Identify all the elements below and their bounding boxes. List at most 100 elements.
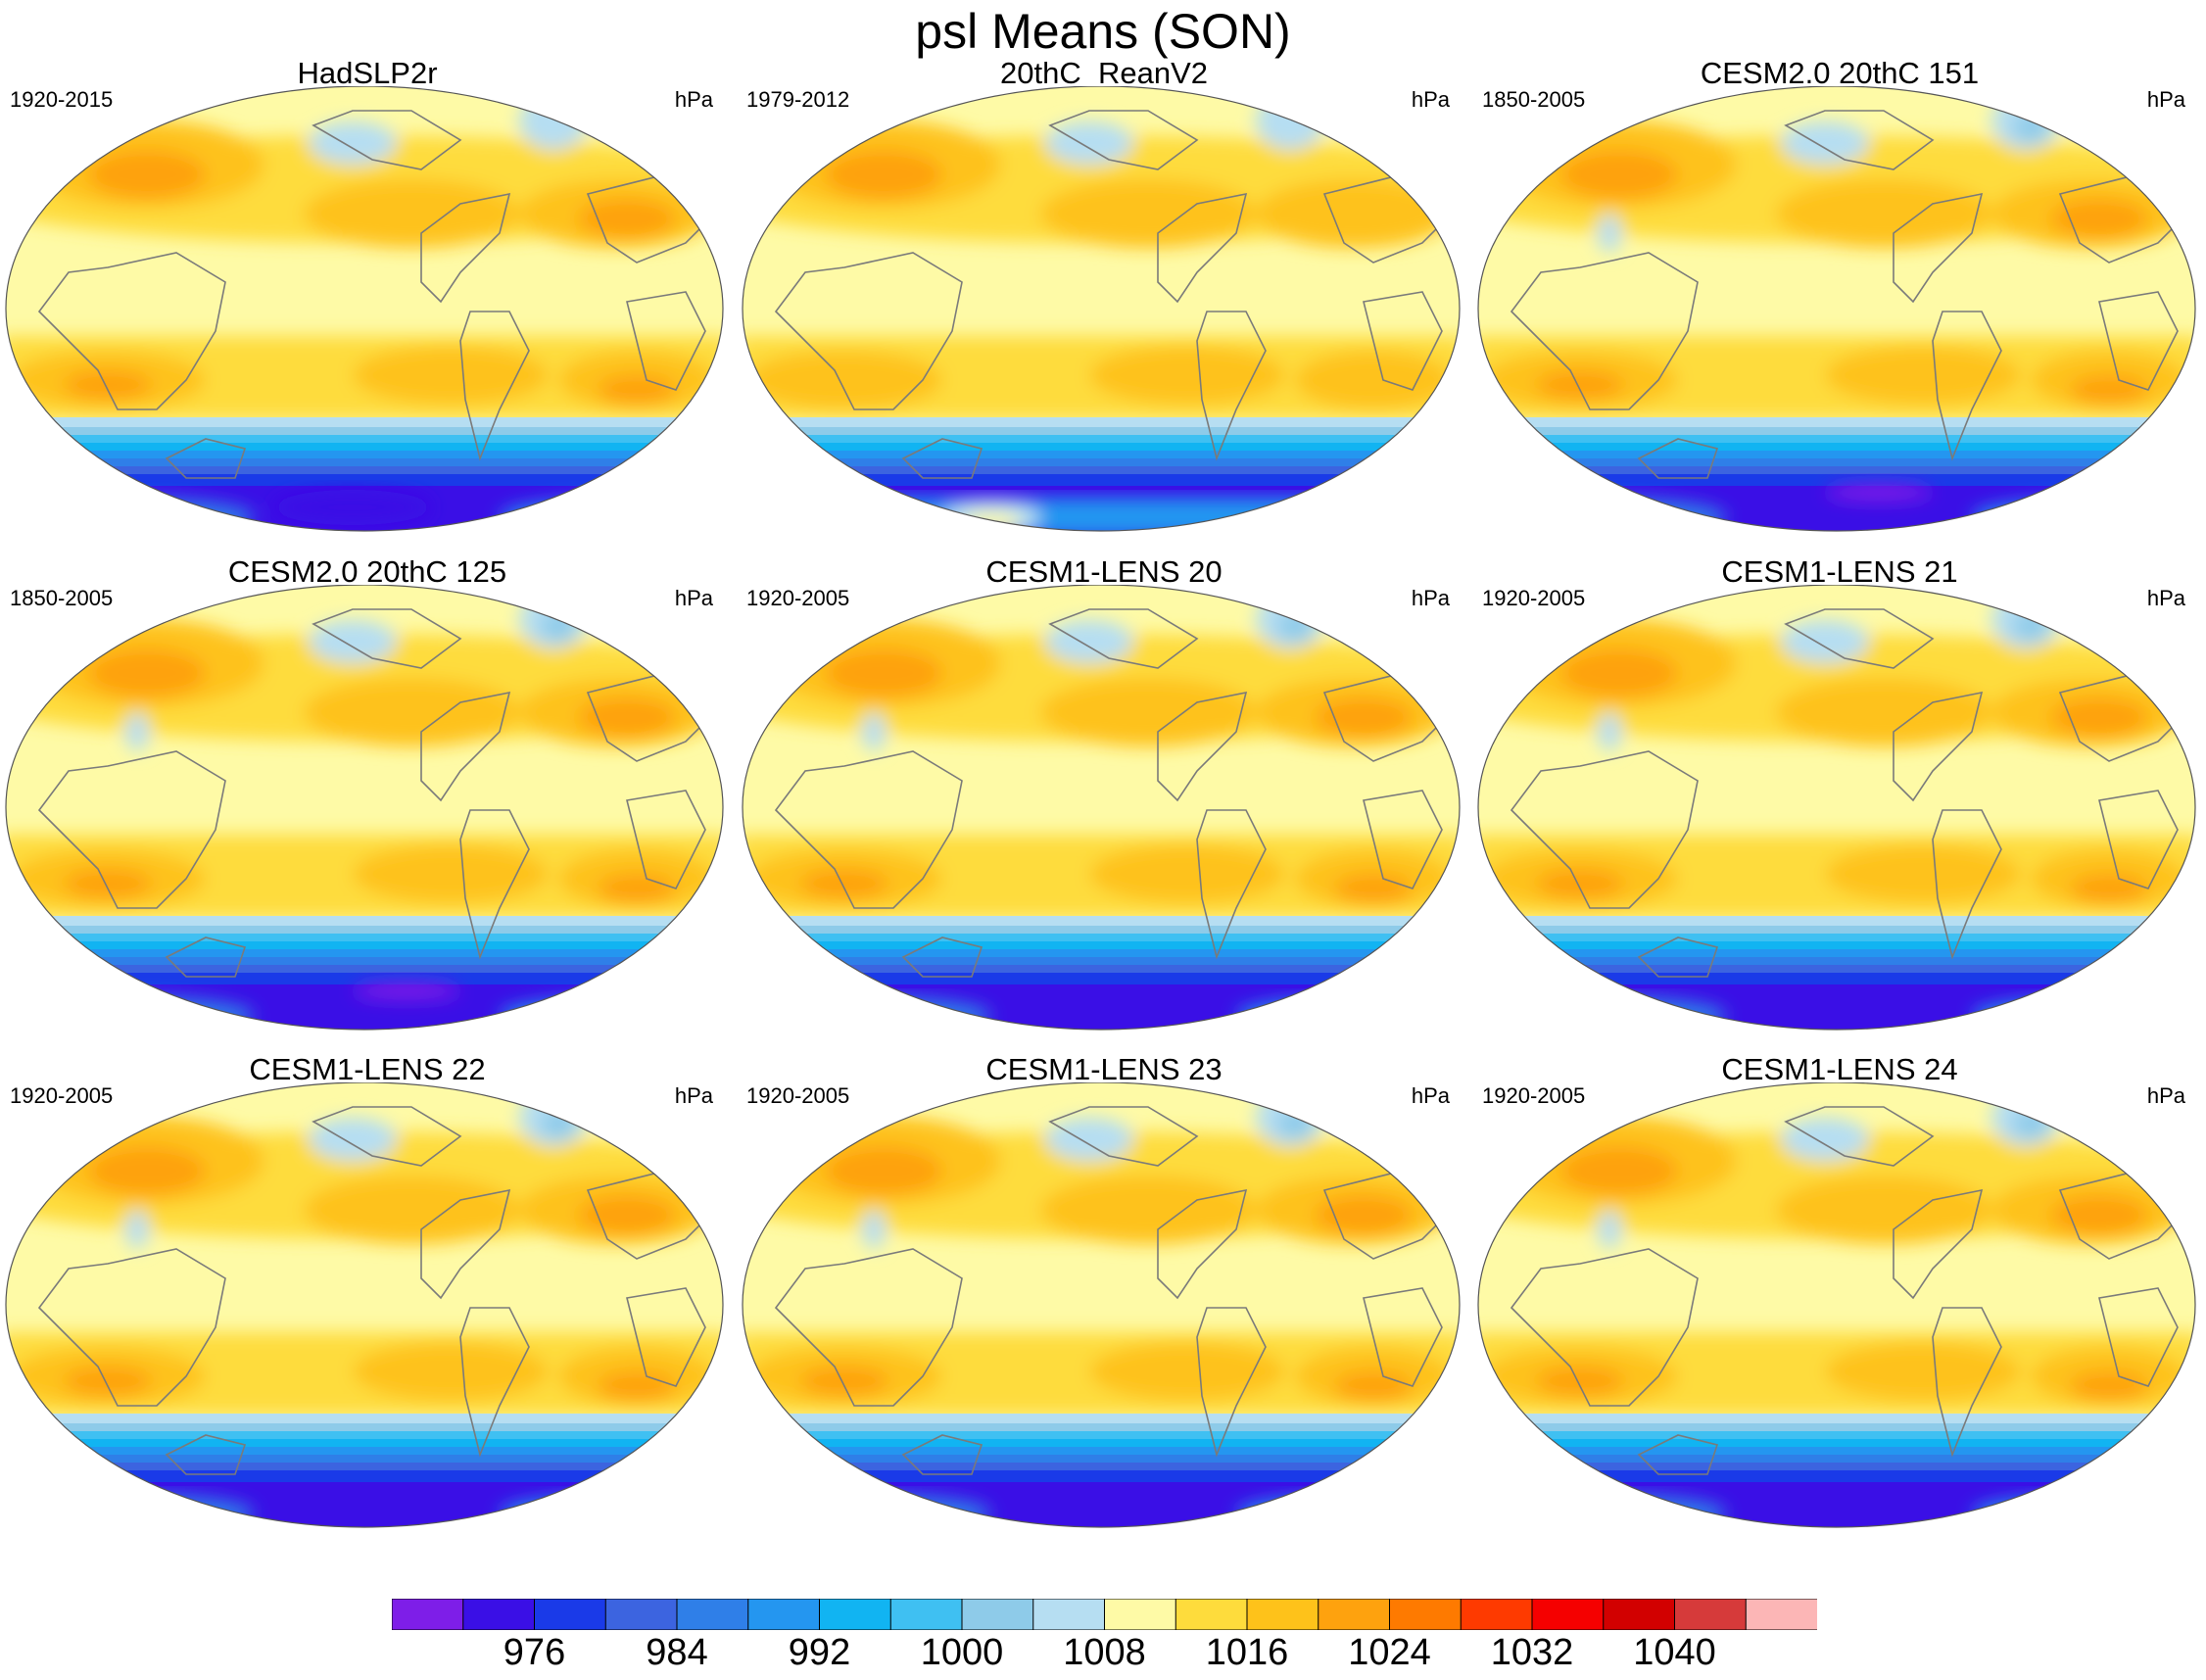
- coastline: [1637, 1434, 1719, 1475]
- colorbar-swatch: [1032, 1599, 1106, 1630]
- map-plot: [1477, 1082, 2196, 1528]
- coastline: [1363, 291, 1443, 391]
- map-panel: CESM1-LENS 21 1920-2005 hPa: [1472, 553, 2206, 1053]
- map-frame: [742, 86, 1461, 532]
- coastline: [1363, 790, 1443, 889]
- map-panel: CESM1-LENS 22 1920-2005 hPa: [0, 1051, 735, 1551]
- map-panel: HadSLP2r 1920-2015 hPa: [0, 55, 735, 554]
- panel-units: hPa: [2146, 1083, 2185, 1108]
- coastline: [1637, 438, 1719, 479]
- map-plot: [742, 1082, 1461, 1528]
- coastline: [1932, 1307, 2002, 1458]
- panel-title: CESM2.0 20thC 151: [1700, 56, 1980, 90]
- coastline: [901, 1434, 983, 1475]
- panel-units: hPa: [1411, 586, 1450, 610]
- coastline: [1510, 252, 1699, 410]
- map-frame: [742, 585, 1461, 1031]
- figure-title: psl Means (SON): [915, 4, 1291, 59]
- map-plot: [5, 585, 724, 1031]
- coastline: [459, 809, 530, 960]
- colorbar-swatch: [1674, 1599, 1748, 1630]
- colorbar-swatch: [392, 1599, 464, 1630]
- coastline: [1048, 608, 1199, 669]
- coastline: [37, 252, 226, 410]
- coastline: [1510, 750, 1699, 909]
- coastline: [2098, 790, 2179, 889]
- colorbar-tick-label: 976: [503, 1632, 566, 1673]
- panel-units: hPa: [2146, 586, 2185, 610]
- map-frame: [5, 585, 724, 1031]
- map-panel: CESM1-LENS 23 1920-2005 hPa: [737, 1051, 1471, 1551]
- panel-units: hPa: [674, 586, 713, 610]
- coastline: [420, 192, 511, 304]
- coastline: [165, 1434, 247, 1475]
- coastline: [626, 291, 706, 391]
- panel-title: HadSLP2r: [297, 56, 438, 90]
- map-frame: [5, 1082, 724, 1528]
- coastline: [37, 1248, 226, 1407]
- coastline: [459, 311, 530, 461]
- map-plot: [1477, 86, 2196, 532]
- colorbar-tick-label: 1040: [1633, 1632, 1716, 1673]
- colorbar-swatch: [961, 1599, 1034, 1630]
- coastline: [1932, 311, 2002, 461]
- map-panel: CESM2.0 20thC 151 1850-2005 hPa: [1472, 55, 2206, 554]
- coastline: [459, 1307, 530, 1458]
- colorbar-swatch: [1460, 1599, 1533, 1630]
- coastline: [1157, 691, 1248, 802]
- panel-title: CESM1-LENS 20: [985, 554, 1223, 589]
- colorbar-swatch: [747, 1599, 821, 1630]
- panel-title: CESM1-LENS 23: [985, 1052, 1223, 1086]
- panel-units: hPa: [674, 1083, 713, 1108]
- panel-title: CESM1-LENS 21: [1721, 554, 1958, 589]
- colorbar-swatch: [1531, 1599, 1605, 1630]
- colorbar-tick-label: 1000: [920, 1632, 1004, 1673]
- panel-period: 1920-2005: [10, 1083, 114, 1108]
- coastline: [1893, 192, 1984, 304]
- colorbar-swatch: [1246, 1599, 1319, 1630]
- coastline: [1363, 1287, 1443, 1387]
- coastline: [626, 1287, 706, 1387]
- coastline: [1510, 1248, 1699, 1407]
- colorbar-swatch: [889, 1599, 963, 1630]
- colorbar-swatch: [1389, 1599, 1463, 1630]
- panel-period: 1920-2005: [746, 1083, 850, 1108]
- map-frame: [1477, 1082, 2196, 1528]
- map-plot: [5, 86, 724, 532]
- colorbar-swatch: [1603, 1599, 1676, 1630]
- panel-period: 1920-2015: [10, 87, 114, 112]
- panel-title: 20thC_ReanV2: [1000, 56, 1208, 90]
- map-plot: [742, 86, 1461, 532]
- map-plot: [1477, 585, 2196, 1031]
- colorbar-swatch: [1104, 1599, 1177, 1630]
- panel-period: 1850-2005: [1482, 87, 1586, 112]
- colorbar-labels: 976 984 992 1000 1008 1016 1024 1032 1040: [392, 1630, 1817, 1679]
- coastline: [1157, 1188, 1248, 1300]
- coastline: [312, 608, 462, 669]
- coastline: [420, 691, 511, 802]
- coastline: [626, 790, 706, 889]
- coastline: [37, 750, 226, 909]
- map-plot: [5, 1082, 724, 1528]
- colorbar-tick-label: 1008: [1063, 1632, 1146, 1673]
- coastline: [1637, 936, 1719, 978]
- map-frame: [1477, 585, 2196, 1031]
- coastline: [1893, 691, 1984, 802]
- colorbar-tick-label: 1016: [1205, 1632, 1289, 1673]
- coastline: [774, 750, 963, 909]
- colorbar: [392, 1599, 1817, 1630]
- coastline: [1196, 1307, 1267, 1458]
- map-panel: CESM2.0 20thC 125 1850-2005 hPa: [0, 553, 735, 1053]
- colorbar-swatch: [1318, 1599, 1391, 1630]
- coastline: [2098, 1287, 2179, 1387]
- panel-units: hPa: [2146, 87, 2185, 112]
- panel-title: CESM1-LENS 24: [1721, 1052, 1958, 1086]
- map-panel: CESM1-LENS 20 1920-2005 hPa: [737, 553, 1471, 1053]
- coastline: [901, 936, 983, 978]
- map-frame: [5, 86, 724, 532]
- panel-period: 1979-2012: [746, 87, 850, 112]
- panel-title: CESM1-LENS 22: [249, 1052, 486, 1086]
- colorbar-swatch: [1745, 1599, 1817, 1630]
- coastline: [2098, 291, 2179, 391]
- coastline: [1157, 192, 1248, 304]
